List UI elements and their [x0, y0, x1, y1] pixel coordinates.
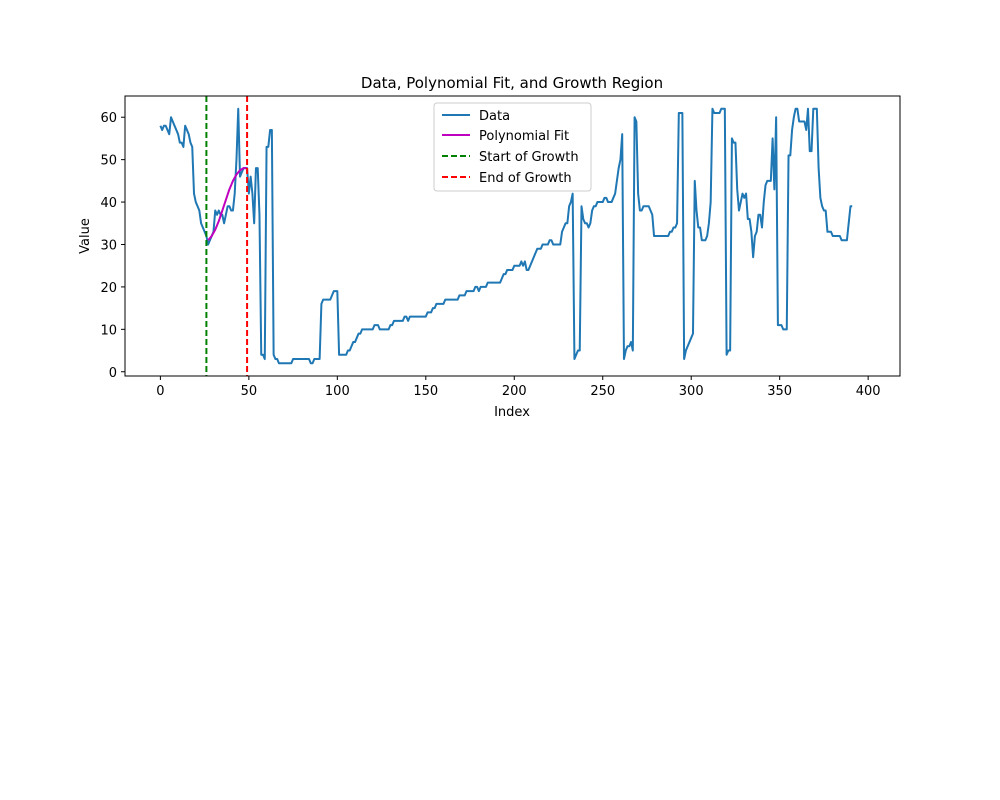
x-tick-label: 350 [767, 384, 792, 399]
x-axis: 0 50 100 150 200 250 300 350 400 [156, 376, 881, 399]
y-axis-label: Value [78, 218, 93, 254]
x-tick-label: 50 [241, 384, 258, 399]
plot-area [159, 96, 853, 376]
legend-box [433, 102, 592, 192]
plot-frame [124, 95, 901, 377]
legend-label-data: Data [479, 109, 510, 124]
x-tick-label: 150 [413, 384, 438, 399]
x-tick-label: 100 [325, 384, 350, 399]
x-tick-label: 300 [679, 384, 704, 399]
x-tick-label: 0 [156, 384, 164, 399]
y-tick-label: 60 [100, 111, 117, 126]
x-tick-label: 400 [856, 384, 881, 399]
y-tick-label: 0 [109, 366, 117, 381]
y-tick-label: 40 [100, 196, 117, 211]
y-tick-label: 10 [100, 323, 117, 338]
legend-label-end: End of Growth [479, 171, 572, 186]
y-tick-label: 30 [100, 238, 117, 253]
y-tick-label: 20 [100, 281, 117, 296]
y-tick-label: 50 [100, 154, 117, 169]
legend-label-start: Start of Growth [479, 150, 579, 165]
polynomial-fit-line [207, 167, 248, 241]
x-tick-label: 200 [502, 384, 527, 399]
chart-title: Data, Polynomial Fit, and Growth Region [361, 74, 663, 92]
legend: Data Polynomial Fit Start of Growth End … [433, 102, 592, 192]
x-tick-label: 250 [590, 384, 615, 399]
x-axis-label: Index [494, 405, 530, 420]
data-series-line [159, 107, 853, 365]
legend-label-fit: Polynomial Fit [479, 129, 569, 144]
y-axis: 0 10 20 30 40 50 60 [100, 111, 125, 381]
